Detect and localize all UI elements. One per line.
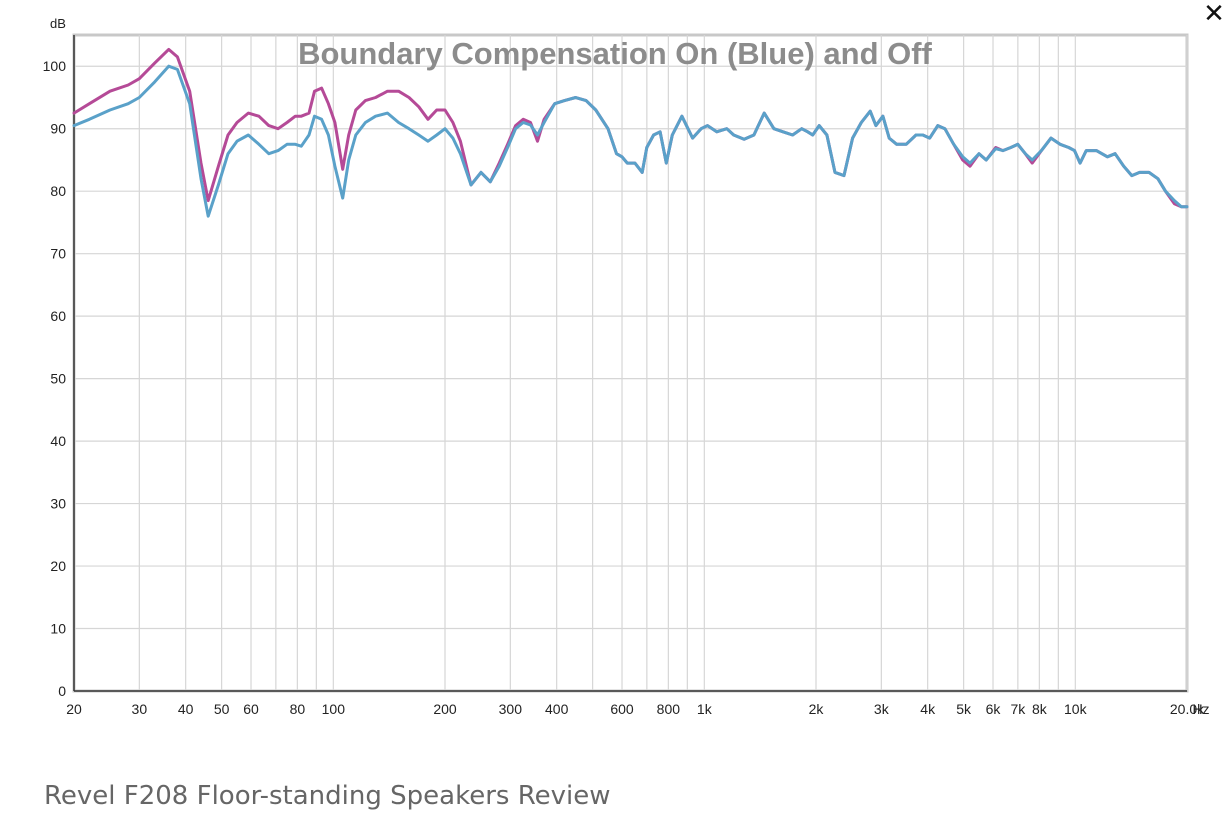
x-tick-label: 2k xyxy=(809,701,825,717)
y-tick-label: 70 xyxy=(50,246,66,262)
y-unit-label: dB xyxy=(50,16,66,31)
y-tick-label: 30 xyxy=(50,496,66,512)
y-tick-label: 60 xyxy=(50,308,66,324)
y-tick-label: 10 xyxy=(50,621,66,637)
x-tick-label: 100 xyxy=(322,701,346,717)
y-tick-label: 0 xyxy=(58,683,66,699)
x-tick-label: 6k xyxy=(986,701,1002,717)
x-tick-label: 8k xyxy=(1032,701,1048,717)
x-tick-label: 5k xyxy=(956,701,972,717)
x-tick-label: 400 xyxy=(545,701,569,717)
x-tick-label: 50 xyxy=(214,701,230,717)
close-icon[interactable]: ✕ xyxy=(1203,0,1225,29)
x-tick-label: 4k xyxy=(920,701,936,717)
x-tick-label: 800 xyxy=(657,701,681,717)
y-tick-label: 40 xyxy=(50,433,66,449)
x-tick-label: 7k xyxy=(1010,701,1026,717)
y-tick-label: 20 xyxy=(50,558,66,574)
x-tick-label: 20.0k xyxy=(1170,701,1205,717)
chart-title: Boundary Compensation On (Blue) and Off xyxy=(298,36,932,71)
plot-area xyxy=(72,33,1189,693)
x-tick-label: 600 xyxy=(610,701,634,717)
x-tick-label: 300 xyxy=(499,701,523,717)
x-tick-label: 1k xyxy=(697,701,713,717)
x-tick-label: 200 xyxy=(433,701,457,717)
y-tick-label: 100 xyxy=(43,58,67,74)
y-tick-label: 90 xyxy=(50,121,66,137)
x-tick-label: 60 xyxy=(243,701,259,717)
frequency-response-chart: 0 10 20 30 40 50 60 70 80 90 100 20 30 40 50 60 80 100 200… xyxy=(43,16,1210,717)
x-tick-label: 3k xyxy=(874,701,890,717)
x-tick-label: 40 xyxy=(178,701,194,717)
y-tick-label: 50 xyxy=(50,371,66,387)
x-tick-label: 10k xyxy=(1064,701,1088,717)
series-line-blue xyxy=(72,64,1189,218)
y-tick-label: 80 xyxy=(50,183,66,199)
x-unit-label: Hz xyxy=(1192,701,1209,717)
x-tick-label: 80 xyxy=(290,701,306,717)
x-tick-label: 20 xyxy=(66,701,82,717)
image-caption: Revel F208 Floor-standing Speakers Revie… xyxy=(44,781,611,811)
x-tick-label: 30 xyxy=(132,701,148,717)
